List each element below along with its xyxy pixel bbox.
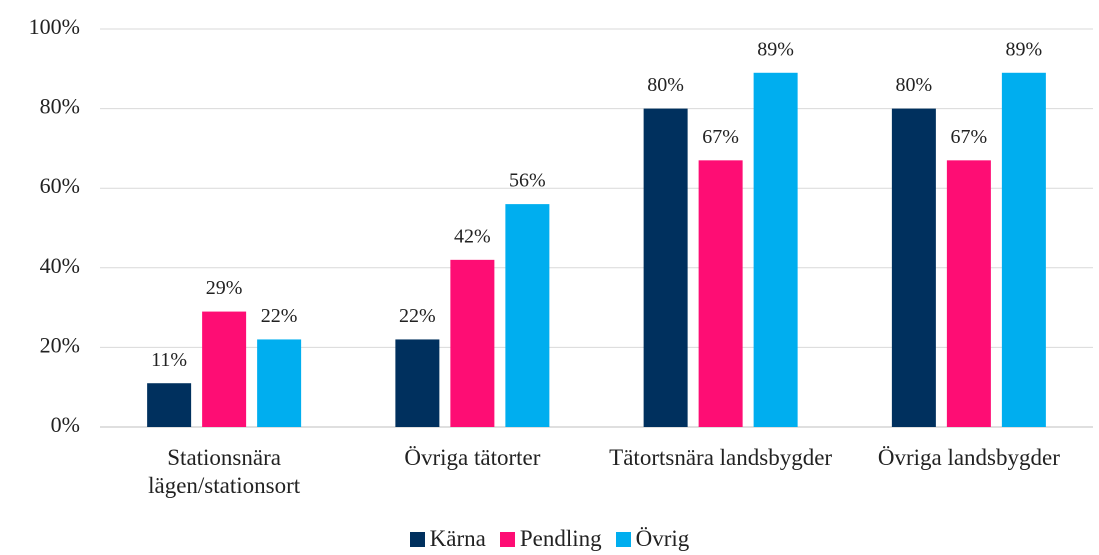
bar — [202, 311, 247, 427]
legend-swatch — [615, 531, 631, 547]
data-label: 80% — [896, 74, 933, 96]
y-tick-label: 60% — [40, 173, 80, 198]
y-tick-label: 0% — [51, 412, 80, 437]
data-label: 56% — [509, 170, 546, 192]
bar — [753, 72, 798, 427]
legend-label: Kärna — [429, 526, 486, 551]
data-label: 11% — [151, 349, 187, 371]
y-tick-label: 40% — [40, 253, 80, 278]
bar — [147, 383, 192, 427]
legend-label: Övrig — [635, 526, 690, 551]
legend: Kärna Pendling Övrig — [0, 526, 1099, 552]
bar — [891, 108, 936, 427]
legend-item: Kärna — [409, 526, 486, 552]
legend-item: Övrig — [615, 526, 690, 552]
data-label: 67% — [702, 126, 739, 148]
data-label: 22% — [399, 305, 436, 327]
y-tick-label: 80% — [40, 94, 80, 119]
y-tick-label: 100% — [29, 14, 80, 39]
x-tick-label: Övriga tätorter — [404, 445, 541, 470]
x-tick-label: Övriga landsbygder — [877, 445, 1060, 470]
legend-label: Pendling — [519, 526, 602, 551]
bar — [643, 108, 688, 427]
bar — [257, 339, 302, 427]
x-tick-label: Stationsnära lägen/stationsort — [148, 445, 301, 498]
data-label: 89% — [1006, 38, 1043, 60]
data-label: 89% — [757, 38, 794, 60]
y-tick-label: 20% — [40, 332, 80, 357]
legend-swatch — [499, 531, 515, 547]
legend-swatch — [409, 531, 425, 547]
data-label: 22% — [261, 305, 298, 327]
bar — [395, 339, 440, 427]
bar — [946, 160, 991, 427]
bar — [450, 259, 495, 427]
chart: 0% 20% 40% 60% 80% 100% 11% 29% 22% 22% 42% 56% 80% 6… — [29, 14, 1093, 437]
legend-item: Pendling — [499, 526, 602, 552]
bar — [1001, 72, 1046, 427]
data-label: 42% — [454, 225, 491, 247]
data-label: 67% — [951, 126, 988, 148]
data-label: 80% — [647, 74, 684, 96]
bar — [505, 204, 550, 427]
bar — [698, 160, 743, 427]
x-tick-label: Tätortsnära landsbygder — [609, 445, 833, 470]
data-label: 29% — [206, 277, 243, 299]
